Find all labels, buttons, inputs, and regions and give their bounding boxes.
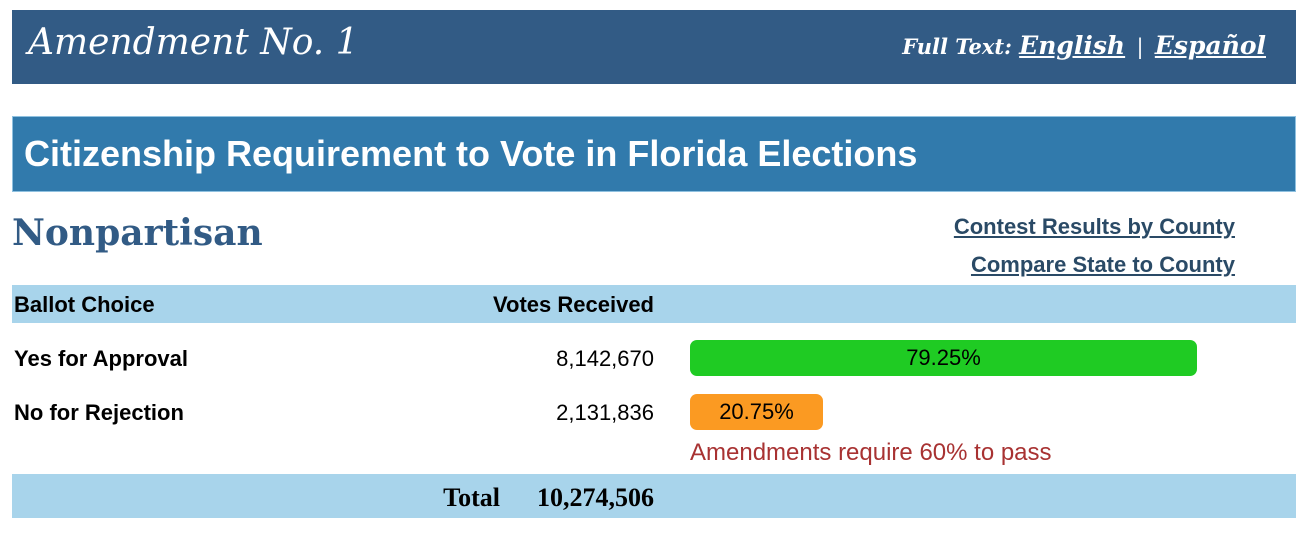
table-row: Yes for Approval 8,142,670 79.25% — [12, 340, 1296, 380]
percent-label: 20.75% — [719, 399, 794, 424]
ballot-choice-header: Ballot Choice — [14, 292, 155, 317]
full-text-links: Full Text: English | Español — [902, 31, 1266, 60]
ballot-choice: Yes for Approval — [14, 346, 189, 371]
votes-received: 8,142,670 — [556, 346, 654, 371]
results-table-footer: Total 10,274,506 — [12, 474, 1296, 518]
full-text-label: Full Text: — [902, 34, 1012, 59]
total-label: Total — [443, 483, 500, 512]
compare-state-to-county-link[interactable]: Compare State to County — [970, 252, 1235, 277]
english-link[interactable]: English — [1019, 31, 1126, 60]
contest-results-by-county-link[interactable]: Contest Results by County — [953, 214, 1235, 239]
percent-label: 79.25% — [906, 345, 981, 370]
percent-bar: 20.75% — [690, 394, 823, 430]
contest-title: Citizenship Requirement to Vote in Flori… — [24, 133, 918, 174]
pass-requirement-note: Amendments require 60% to pass — [690, 439, 1052, 466]
results-table-header: Ballot Choice Votes Received — [12, 285, 1296, 323]
contest-title-banner: Citizenship Requirement to Vote in Flori… — [12, 116, 1296, 192]
link-separator: | — [1136, 35, 1144, 59]
espanol-link[interactable]: Español — [1154, 31, 1266, 60]
votes-received-header: Votes Received — [492, 292, 654, 317]
amendment-title: Amendment No. 1 — [28, 22, 359, 63]
amendment-header: Amendment No. 1 Full Text: English | Esp… — [12, 10, 1296, 84]
total-votes: 10,274,506 — [537, 483, 654, 512]
percent-bar: 79.25% — [690, 340, 1197, 376]
table-row: No for Rejection 2,131,836 20.75% — [12, 394, 1296, 434]
ballot-choice: No for Rejection — [14, 400, 184, 425]
party-label: Nonpartisan — [12, 212, 263, 254]
votes-received: 2,131,836 — [556, 400, 654, 425]
